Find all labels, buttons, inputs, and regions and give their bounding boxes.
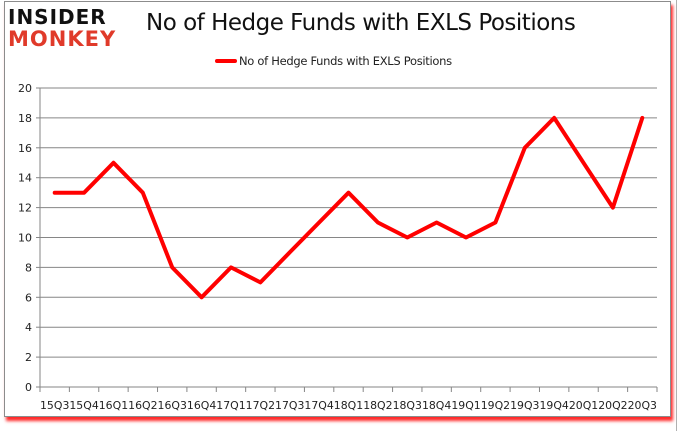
y-tick-label: 0 [25,381,32,394]
x-tick-label: 16Q3 [158,399,187,412]
logo-line1: INSIDER [8,5,107,29]
y-tick-label: 8 [25,261,32,274]
x-tick-label: 15Q4 [69,399,98,412]
series-line [52,115,645,300]
chart-frame [4,1,671,417]
x-tick-label: 18Q2 [363,399,392,412]
x-tick-label: 20Q3 [628,399,657,412]
y-tick-label: 4 [25,321,32,334]
x-tick-label: 17Q2 [246,399,275,412]
x-tick-label: 16Q2 [128,399,157,412]
insider-monkey-logo: INSIDER MONKEY [8,6,126,52]
x-tick-label: 19Q3 [510,399,539,412]
y-tick-label: 2 [25,351,32,364]
y-tick-label: 14 [18,172,32,185]
y-axis: 0 2 4 6 8 10 12 14 16 18 20 [18,82,41,394]
chart-title: No of Hedge Funds with EXLS Positions [146,10,576,36]
y-tick-label: 10 [18,232,32,245]
x-tick-label: 18Q3 [393,399,422,412]
gridlines [40,87,657,358]
x-tick-label: 20Q1 [569,399,598,412]
x-tick-label: 17Q1 [216,399,245,412]
x-tick-label: 18Q1 [334,399,363,412]
x-tick-label: 16Q1 [99,399,128,412]
x-tick-label: 17Q4 [304,399,333,412]
legend: No of Hedge Funds with EXLS Positions [215,54,452,68]
x-tick-label: 18Q4 [422,399,451,412]
y-tick-label: 6 [25,291,32,304]
x-tick-label: 19Q2 [481,399,510,412]
x-tick-label: 20Q2 [598,399,627,412]
legend-label: No of Hedge Funds with EXLS Positions [239,54,452,68]
x-tick-label: 15Q3 [40,399,69,412]
x-axis: 15Q3 15Q4 16Q1 16Q2 16Q3 16Q4 17Q1 17Q2 17Q3 17Q4… [39,386,658,412]
y-tick-label: 20 [18,82,32,95]
window-edge [676,0,680,431]
x-tick-label: 19Q1 [451,399,480,412]
y-tick-label: 16 [18,142,32,155]
y-tick-label: 18 [18,112,32,125]
y-tick-label: 12 [18,202,32,215]
logo-line2: MONKEY [8,27,117,51]
x-tick-label: 17Q3 [275,399,304,412]
x-tick-label: 16Q4 [187,399,216,412]
legend-line-swatch-icon [215,59,237,63]
x-tick-label: 19Q4 [539,399,568,412]
